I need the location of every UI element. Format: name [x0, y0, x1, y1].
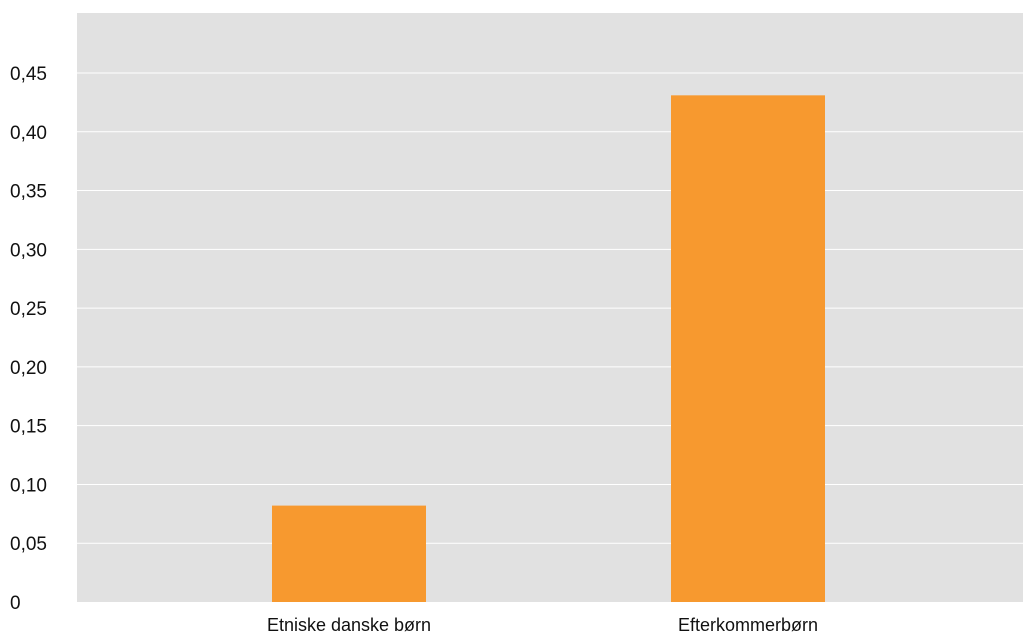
y-tick-label: 0,35: [10, 182, 47, 203]
y-tick-label: 0,25: [10, 299, 47, 320]
x-category-label: Etniske danske børn: [267, 615, 431, 635]
y-tick-label: 0,20: [10, 358, 47, 379]
x-axis-category-labels: Etniske danske børn Efterkommerbørn: [267, 615, 818, 635]
y-tick-label: 0: [10, 593, 21, 614]
gridlines: [77, 72, 1023, 544]
y-tick-label: 0,30: [10, 240, 47, 261]
x-category-label: Efterkommerbørn: [678, 615, 818, 635]
bars: [272, 95, 825, 602]
bar: [272, 505, 426, 602]
bar: [671, 95, 825, 602]
y-axis-tick-labels: 0 0,05 0,10 0,15 0,20 0,25 0,30 0,35 0,40 0,45: [10, 64, 47, 614]
y-tick-label: 0,10: [10, 475, 47, 496]
y-tick-label: 0,05: [10, 534, 47, 555]
y-tick-label: 0,15: [10, 417, 47, 438]
y-tick-label: 0,40: [10, 123, 47, 144]
y-tick-label: 0,45: [10, 64, 47, 85]
plot-background: [77, 13, 1023, 602]
